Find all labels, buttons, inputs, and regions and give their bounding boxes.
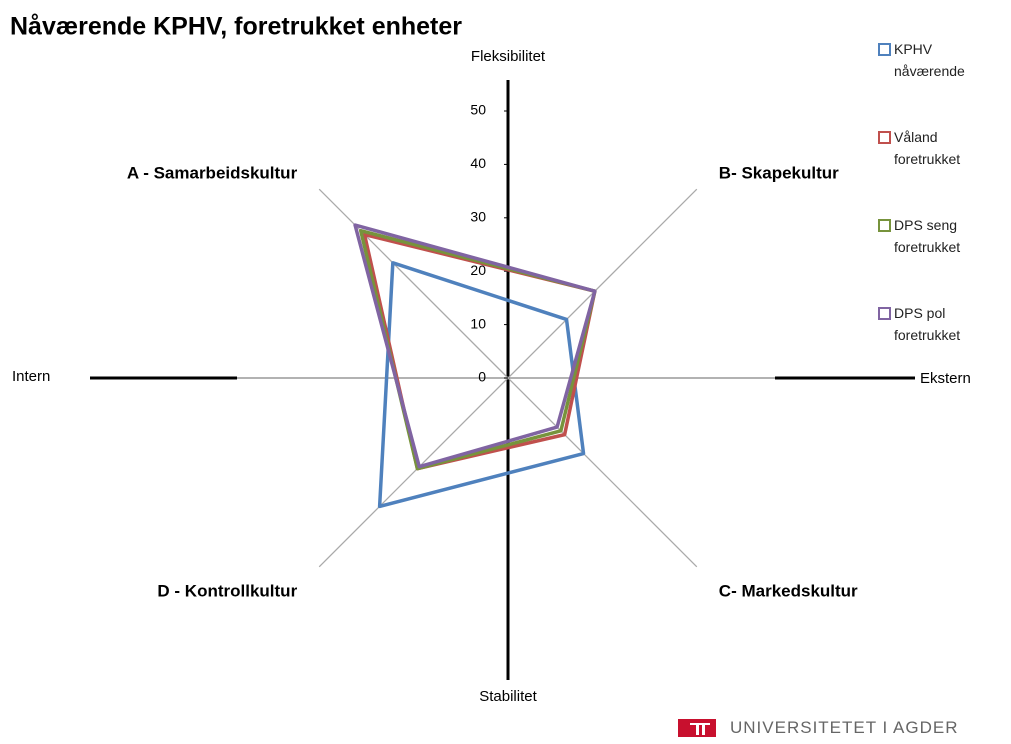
legend-item: DPS seng foretrukket xyxy=(876,214,1006,302)
category-label: D - Kontrollkultur xyxy=(157,581,297,600)
legend-label: Våland foretrukket xyxy=(894,129,961,167)
legend-label: KPHV nåværende xyxy=(894,41,965,79)
footer: UNIVERSITETET I AGDER xyxy=(678,717,959,739)
spoke xyxy=(318,188,509,379)
y-tick-label: 30 xyxy=(470,209,486,225)
legend-item: KPHV nåværende xyxy=(876,38,1006,126)
y-tick-label: 50 xyxy=(470,102,486,118)
legend-swatch xyxy=(878,219,891,232)
series-line xyxy=(353,223,597,469)
legend-item: DPS pol foretrukket xyxy=(876,302,1006,390)
legend-label: DPS pol foretrukket xyxy=(894,305,961,343)
legend: KPHV nåværende Våland foretrukket DPS seng… xyxy=(876,38,1006,390)
legend-swatch xyxy=(878,131,891,144)
y-tick-label: 10 xyxy=(470,315,486,331)
category-label: C- Markedskultur xyxy=(719,581,858,600)
y-tick-label: 40 xyxy=(470,155,486,171)
legend-swatch xyxy=(878,43,891,56)
axis-label: Ekstern xyxy=(920,370,971,387)
legend-item: Våland foretrukket xyxy=(876,126,1006,214)
y-tick-label: 0 xyxy=(478,369,486,385)
legend-swatch xyxy=(878,307,891,320)
series-line xyxy=(377,261,586,509)
spoke xyxy=(507,377,698,568)
axis-label: Stabilitet xyxy=(479,688,537,705)
legend-label: DPS seng foretrukket xyxy=(894,217,961,255)
footer-text: UNIVERSITETET I AGDER xyxy=(730,718,959,737)
logo xyxy=(678,719,716,737)
spoke xyxy=(318,377,509,568)
category-label: B- Skapekultur xyxy=(719,164,839,183)
chart-title: Nåværende KPHV, foretrukket enheter xyxy=(10,13,462,41)
spoke xyxy=(507,188,698,379)
y-tick-label: 20 xyxy=(470,262,486,278)
axis-label: Intern xyxy=(12,368,50,385)
category-label: A - Samarbeidskultur xyxy=(127,164,298,183)
axis-label: Fleksibilitet xyxy=(471,48,546,65)
